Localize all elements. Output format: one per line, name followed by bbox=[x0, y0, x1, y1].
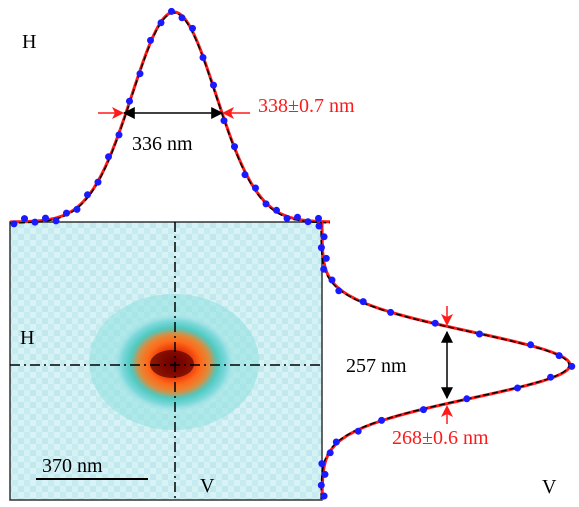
h-data-point bbox=[231, 143, 238, 151]
scale-bar-label: 370 nm bbox=[42, 455, 103, 477]
h-data-point bbox=[105, 153, 112, 161]
v-fwhm-label: 257 nm bbox=[346, 355, 407, 377]
v-data-point bbox=[335, 287, 343, 295]
v-data-point bbox=[332, 438, 340, 446]
h-data-point bbox=[94, 178, 102, 186]
v-fit-arrowhead-top bbox=[441, 314, 453, 326]
v-data-point bbox=[315, 222, 323, 230]
v-fit-label: 268±0.6 nm bbox=[392, 427, 489, 449]
v-data-point bbox=[420, 406, 427, 414]
h-data-point bbox=[63, 209, 70, 217]
h-data-point bbox=[315, 214, 322, 222]
h-data-point bbox=[21, 215, 28, 223]
horizontal-profile: H 336 nm 338±0.7 nm bbox=[10, 7, 355, 228]
v-data-point bbox=[568, 362, 576, 370]
h-data-point bbox=[52, 217, 60, 225]
v-data-point bbox=[320, 265, 328, 273]
v-data-point bbox=[317, 481, 325, 489]
v-data-point bbox=[387, 308, 395, 316]
h-data-points bbox=[10, 7, 322, 228]
v-data-point bbox=[431, 319, 439, 327]
intensity-map: 370 nm H V bbox=[9, 221, 323, 501]
v-data-point bbox=[378, 416, 386, 424]
h-data-point bbox=[273, 206, 280, 214]
h-data-point bbox=[126, 97, 133, 105]
v-data-point bbox=[320, 233, 328, 241]
v-data-point bbox=[555, 352, 563, 360]
h-fit-label: 338±0.7 nm bbox=[258, 95, 355, 117]
h-fwhm-label: 336 nm bbox=[132, 133, 193, 155]
h-fit-arrowhead-right bbox=[222, 107, 234, 119]
v-data-point bbox=[359, 298, 367, 306]
h-label-map: H bbox=[20, 327, 34, 349]
h-data-point bbox=[220, 117, 228, 125]
h-data-point bbox=[189, 24, 196, 32]
vertical-profile: 257 nm 268±0.6 nm V bbox=[315, 222, 576, 500]
beam-core bbox=[150, 350, 194, 378]
v-data-point bbox=[320, 492, 328, 500]
h-data-point bbox=[252, 184, 259, 192]
v-label-map: V bbox=[200, 475, 215, 497]
v-data-point bbox=[322, 254, 330, 262]
h-data-point bbox=[294, 213, 301, 221]
h-data-point bbox=[168, 7, 175, 15]
h-fit-arrowhead-left bbox=[112, 107, 124, 119]
h-data-point bbox=[178, 14, 186, 22]
h-data-point bbox=[262, 200, 270, 208]
h-label-top: H bbox=[22, 31, 36, 53]
h-data-point bbox=[157, 19, 165, 27]
v-data-point bbox=[547, 373, 555, 381]
h-data-point bbox=[199, 54, 207, 61]
h-data-point bbox=[241, 171, 249, 179]
h-data-point bbox=[283, 214, 291, 222]
v-data-point bbox=[321, 470, 329, 478]
h-data-point bbox=[147, 36, 154, 44]
h-data-point bbox=[304, 218, 312, 226]
h-data-point bbox=[84, 191, 91, 199]
map-frame bbox=[9, 221, 323, 501]
h-data-point bbox=[31, 218, 39, 226]
v-data-point bbox=[476, 330, 483, 338]
h-data-point bbox=[115, 131, 123, 139]
v-data-point bbox=[326, 449, 334, 457]
v-data-points bbox=[315, 222, 576, 500]
h-measured-curve bbox=[10, 12, 331, 224]
h-data-point bbox=[42, 214, 49, 222]
h-data-point bbox=[10, 220, 18, 228]
v-data-point bbox=[463, 395, 471, 403]
v-label-right: V bbox=[542, 476, 557, 498]
v-data-point bbox=[354, 427, 362, 435]
v-data-point bbox=[514, 384, 521, 392]
v-data-point bbox=[527, 341, 535, 349]
h-data-point bbox=[73, 205, 81, 213]
v-data-point bbox=[328, 276, 336, 284]
v-data-point bbox=[318, 460, 326, 468]
v-data-point bbox=[317, 244, 325, 252]
h-data-point bbox=[136, 70, 144, 78]
h-data-point bbox=[210, 81, 217, 89]
v-fit-arrowhead-bottom bbox=[441, 405, 453, 417]
